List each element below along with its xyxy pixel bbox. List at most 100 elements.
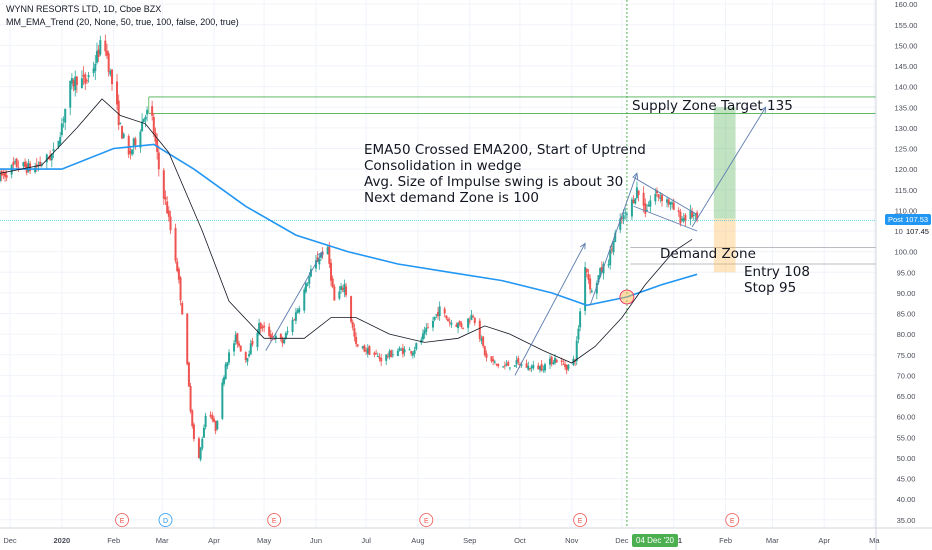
candle-body	[338, 291, 341, 299]
candle-body	[341, 287, 344, 290]
candle-body	[677, 210, 680, 212]
candle-body	[39, 161, 42, 166]
wedge-lower-line	[633, 205, 698, 232]
candle-body	[634, 198, 637, 204]
candle-body	[351, 322, 354, 328]
candle-body	[373, 352, 376, 355]
candle-body	[199, 447, 202, 460]
note-line: Consolidation in wedge	[364, 158, 522, 174]
candle-body	[684, 214, 687, 221]
last-price: 107.45	[906, 227, 929, 236]
candle-body	[584, 267, 587, 311]
candle-body	[538, 365, 541, 371]
candle-body	[197, 438, 200, 459]
candle-body	[146, 109, 149, 115]
candle-body	[455, 324, 458, 327]
candle-body	[281, 339, 284, 344]
candle-body	[107, 53, 110, 72]
candle-body	[376, 355, 379, 357]
candle-body	[388, 351, 391, 357]
candle-body	[669, 202, 672, 205]
candle-body	[251, 341, 254, 345]
candle-body	[575, 340, 578, 362]
candle-body	[328, 245, 331, 264]
candle-body	[368, 346, 371, 355]
candle-body	[60, 123, 63, 136]
candle-body	[169, 216, 172, 231]
candle-body	[423, 330, 426, 335]
candle-body	[72, 80, 75, 87]
y-tick-label: 140.00	[895, 83, 918, 92]
candle-body	[390, 350, 393, 357]
candle-body	[174, 227, 177, 261]
candle-body	[121, 126, 124, 139]
x-tick-label: May	[257, 536, 271, 545]
indicator-label: MM_EMA_Trend (20, None, 50, true, 100, f…	[6, 17, 239, 27]
note-line: EMA50 Crossed EMA200, Start of Uptrend	[364, 142, 646, 158]
impulse-swing-1-arrowhead	[317, 250, 324, 258]
candle-body	[5, 175, 8, 178]
candle-body	[517, 358, 520, 363]
y-tick-label: 85.00	[897, 310, 916, 319]
candle-body	[447, 319, 450, 322]
candle-body	[179, 277, 182, 301]
candle-body	[356, 344, 359, 347]
y-tick-label: 120.00	[895, 165, 918, 174]
entry-stop-note: Entry 108 Stop 95	[744, 264, 810, 296]
y-tick-label: 95.00	[897, 268, 916, 277]
candle-body	[350, 296, 353, 322]
candle-body	[12, 161, 15, 166]
analysis-note: EMA50 Crossed EMA200, Start of Uptrend C…	[364, 142, 646, 206]
candle-body	[527, 365, 530, 370]
candle-body	[612, 241, 615, 253]
candle-body	[642, 192, 645, 206]
candle-body	[319, 253, 322, 258]
stop-zone	[713, 218, 736, 273]
candle-body	[97, 49, 100, 57]
candle-body	[204, 415, 207, 428]
candle-body	[271, 336, 274, 338]
candle-body	[177, 268, 180, 280]
candle-body	[24, 161, 27, 167]
candle-body	[403, 349, 406, 353]
candle-body	[492, 359, 495, 362]
y-tick-label: 110.00	[895, 206, 917, 215]
y-tick-label: 45.00	[897, 475, 916, 484]
candle-body	[269, 334, 272, 338]
candle-body	[386, 356, 389, 358]
candle-body	[99, 40, 102, 55]
candle-body	[164, 197, 167, 200]
wedge-upper-line	[633, 176, 698, 215]
candle-body	[438, 306, 441, 316]
candle-body	[84, 74, 87, 84]
candle-body	[654, 193, 657, 202]
x-tick-label: Jul	[361, 536, 371, 545]
candle-body	[308, 276, 311, 284]
candle-body	[396, 350, 399, 357]
candle-body	[505, 363, 508, 365]
candle-body	[497, 363, 500, 367]
candle-body	[448, 321, 451, 323]
ema50-line	[0, 98, 693, 364]
candle-body	[239, 345, 242, 352]
candle-body	[216, 420, 219, 430]
candle-body	[666, 199, 669, 203]
y-tick-label: 160.00	[895, 0, 918, 9]
candle-body	[249, 343, 252, 355]
candle-body	[268, 326, 271, 336]
profit-zone	[713, 107, 736, 219]
candle-body	[75, 76, 78, 85]
candle-body	[157, 152, 160, 170]
earnings-marker	[573, 513, 587, 527]
y-tick-label: 70.00	[897, 371, 916, 380]
impulse-swing-2-line	[514, 243, 586, 376]
candle-body	[117, 100, 120, 126]
x-tick-label: Mar	[156, 536, 169, 545]
candle-body	[480, 338, 483, 341]
candle-body	[144, 116, 147, 120]
candle-body	[470, 314, 473, 320]
candle-body	[363, 345, 366, 352]
candle-body	[549, 358, 552, 365]
impulse-swing-2-arrowhead	[580, 242, 586, 250]
